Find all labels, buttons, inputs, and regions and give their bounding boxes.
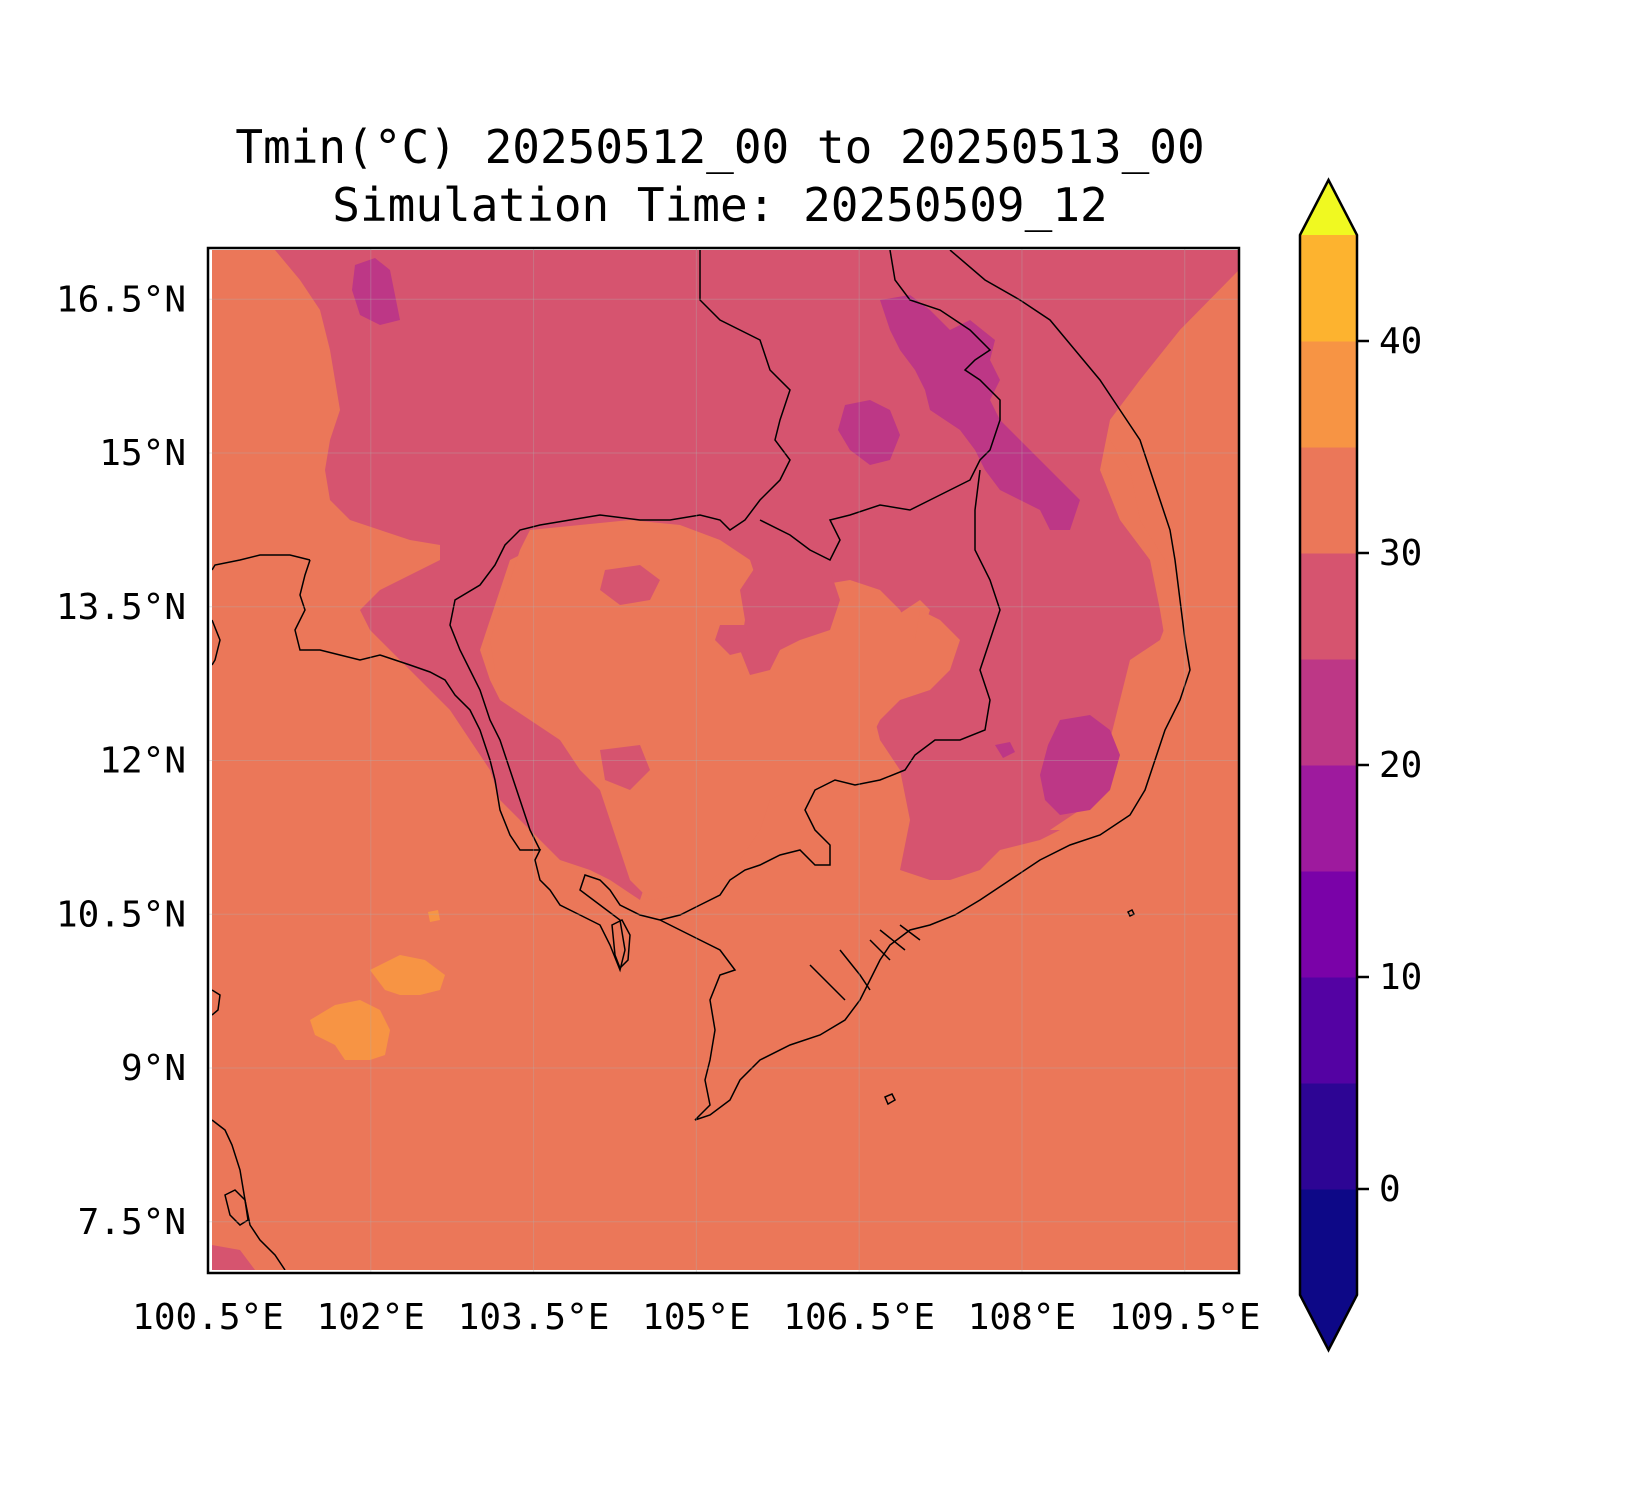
colorbar-tick-label: 20 <box>1379 745 1422 786</box>
colorbar-band <box>1300 341 1357 448</box>
malay-island <box>224 1189 249 1226</box>
x-tick-label: 102°E <box>317 1297 425 1338</box>
cambodia-vietnam-border <box>659 469 1001 921</box>
x-tick-labels: 100.5°E 102°E 103.5°E 105°E 106.5°E 108°E 109.… <box>132 1297 1260 1338</box>
thai-cambodia-border <box>449 250 791 851</box>
colorbar-band <box>1300 447 1357 554</box>
x-tick-label: 105°E <box>642 1297 750 1338</box>
field-patch-20-25-sw <box>212 1245 255 1270</box>
field-patch-15-20-e <box>995 742 1015 758</box>
x-tick-label: 100.5°E <box>132 1297 284 1338</box>
x-tick-label: 106.5°E <box>783 1297 935 1338</box>
field-patch-20-25-b <box>600 565 660 605</box>
x-tick-label: 109.5°E <box>1109 1297 1261 1338</box>
field-patch-30-35-b <box>310 1000 390 1060</box>
x-tick-label: 108°E <box>968 1297 1076 1338</box>
colorbar-tick-label: 40 <box>1379 321 1422 362</box>
y-tick-labels: 16.5°N 15°N 13.5°N 12°N 10.5°N 9°N 7.5°N <box>56 279 186 1243</box>
field-patch-20-25-d <box>600 745 650 790</box>
temperature-field <box>212 250 1239 1270</box>
y-tick-label: 16.5°N <box>56 279 186 320</box>
field-region-cambodia-plain <box>490 520 960 900</box>
thailand-west-coast <box>212 554 311 571</box>
y-tick-label: 7.5°N <box>78 1202 186 1243</box>
colorbar-band <box>1300 553 1357 660</box>
gulf-island-dot <box>1126 908 1136 918</box>
colorbar-outline <box>1298 177 1359 1353</box>
y-tick-label: 15°N <box>99 433 186 474</box>
y-tick-label: 9°N <box>121 1048 186 1089</box>
phu-quoc-island <box>611 919 631 970</box>
field-patch-15-20-north-b <box>880 295 1080 530</box>
west-edge-coast-2 <box>212 619 221 666</box>
west-edge-coast <box>212 989 221 1016</box>
field-patch-20-25-a <box>740 555 840 675</box>
colorbar-band <box>1300 659 1357 766</box>
colorbar: 0 10 20 30 40 <box>1298 177 1422 1353</box>
colorbar-tick-label: 30 <box>1379 533 1422 574</box>
colorbar-band <box>1300 1189 1357 1296</box>
field-region-coastal-warm <box>1050 270 1239 830</box>
field-patch-15-20-c <box>838 400 900 465</box>
colorbar-extend-high <box>1300 180 1357 235</box>
colorbar-band <box>1300 235 1357 342</box>
field-patch-15-20-d <box>1040 715 1120 815</box>
cambodia-coast <box>294 559 661 973</box>
colorbar-tick-label: 10 <box>1379 957 1422 998</box>
colorbar-band <box>1300 1083 1357 1190</box>
gulf-island-small <box>884 1093 896 1106</box>
y-tick-label: 10.5°N <box>56 894 186 935</box>
field-patch-30-35-a <box>370 955 445 995</box>
field-patch-15-20-north-a <box>352 258 400 325</box>
coastlines <box>212 250 1191 1270</box>
cambodia-laos-vietnam-border <box>759 250 1001 562</box>
chart-title-line1: Tmin(°C) 20250512_00 to 20250513_00 <box>235 120 1205 174</box>
chart-title-line2: Simulation Time: 20250509_12 <box>332 178 1108 232</box>
colorbar-band <box>1300 765 1357 872</box>
mekong-delta-channels <box>809 924 921 1001</box>
colorbar-band <box>1300 871 1357 978</box>
y-tick-label: 12°N <box>99 741 186 782</box>
vietnam-coast <box>659 250 1191 1121</box>
axes-frame <box>206 246 1241 1275</box>
y-tick-label: 13.5°N <box>56 587 186 628</box>
x-tick-label: 103.5°E <box>458 1297 610 1338</box>
field-patch-30-35-c <box>428 910 440 922</box>
colorbar-tick-label: 0 <box>1379 1169 1401 1210</box>
colorbar-extend-low <box>1300 1295 1357 1350</box>
field-patch-20-25-c <box>715 625 750 655</box>
colorbar-band <box>1300 977 1357 1084</box>
